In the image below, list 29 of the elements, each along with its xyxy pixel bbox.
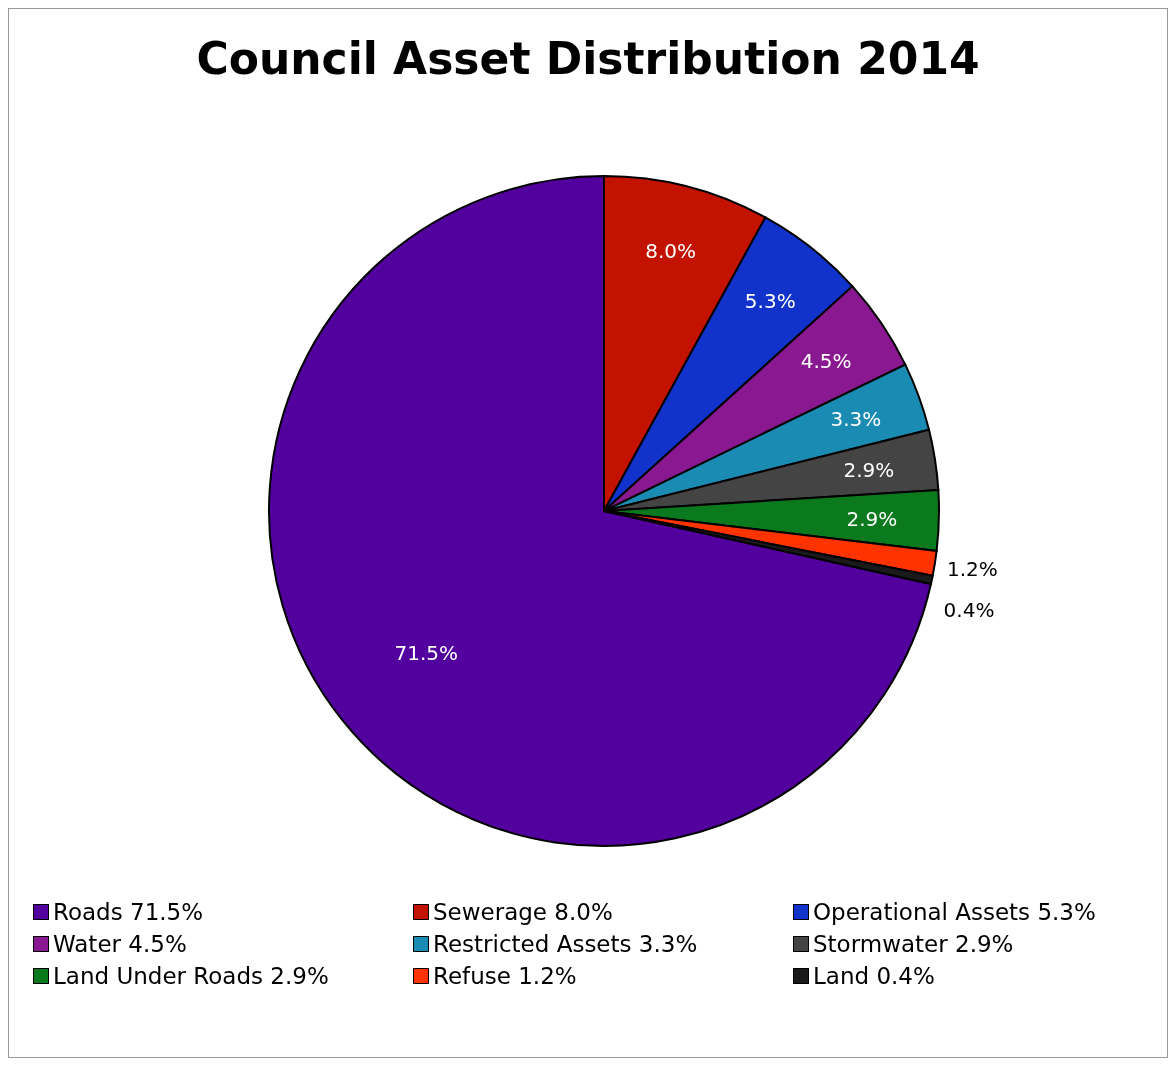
chart-title: Council Asset Distribution 2014 [195, 32, 981, 86]
legend-label: Sewerage [433, 899, 548, 925]
text: 2.9% [954, 931, 1014, 957]
text: 0.4% [876, 963, 935, 989]
data-label: 5.3% [744, 288, 796, 313]
legend-label: Refuse [433, 963, 511, 989]
legend-label: Land Under Roads [53, 963, 264, 989]
text: 8.0% [554, 899, 613, 925]
data-label: 3.3% [830, 407, 882, 432]
text: 1.2% [518, 963, 577, 989]
data-label: 8.0% [645, 239, 697, 264]
legend-label: Land [813, 963, 870, 989]
data-label: 1.2% [947, 557, 998, 582]
data-label: 2.9% [843, 457, 895, 482]
legend-label: Roads [53, 899, 123, 925]
text: 4.5% [128, 931, 187, 957]
legend-label: Water [53, 931, 121, 957]
text: 2.9% [270, 963, 329, 989]
pie-slice [268, 175, 932, 847]
legend-label: Stormwater [813, 931, 948, 957]
text: 71.5% [130, 899, 204, 925]
data-label: 71.5% [394, 641, 458, 666]
text: 3.3% [638, 931, 698, 957]
data-label: 2.9% [846, 506, 898, 531]
data-label: 4.5% [800, 349, 852, 374]
legend-label: Restricted Assets [433, 931, 632, 957]
legend-label: Operational Assets [813, 899, 1031, 925]
text: 5.3% [1037, 899, 1096, 925]
data-label: 0.4% [943, 597, 995, 622]
